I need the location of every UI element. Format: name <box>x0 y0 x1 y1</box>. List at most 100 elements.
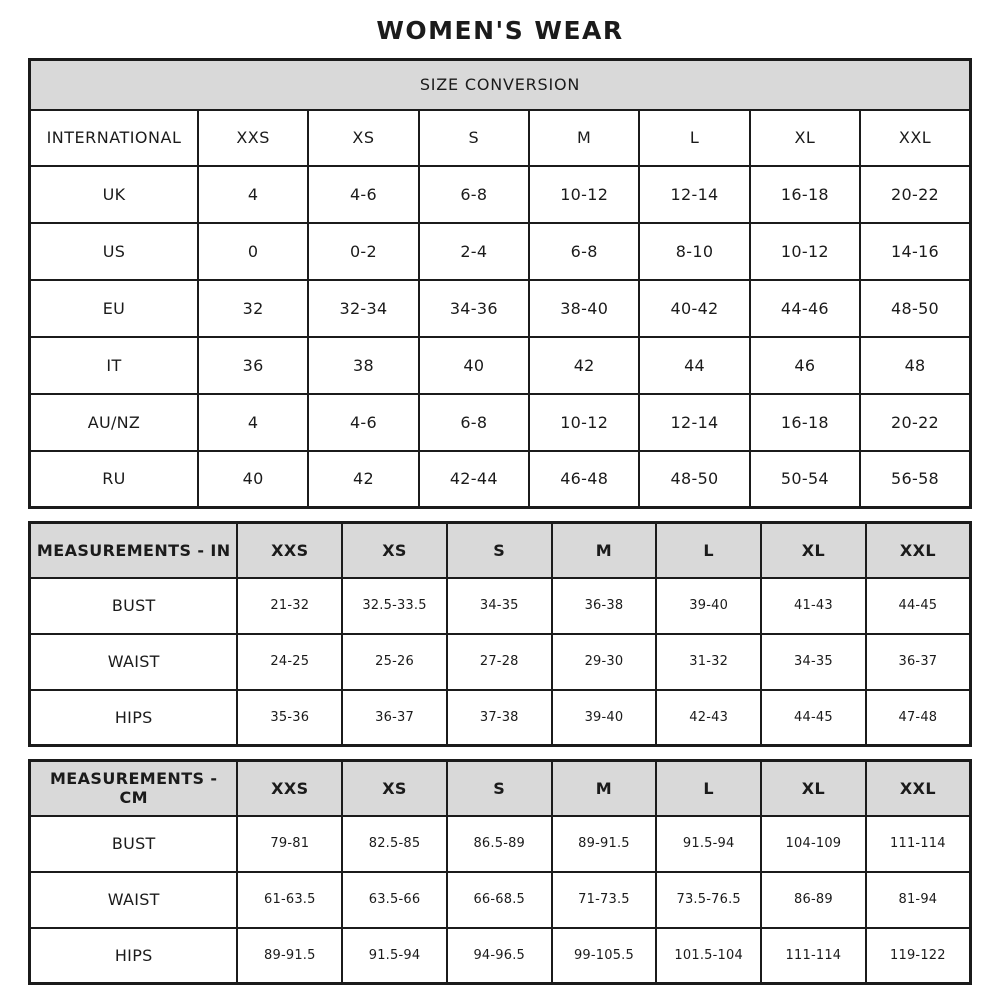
size-header-cell: S <box>445 759 553 817</box>
size-conversion-header-cell: XXL <box>859 108 972 167</box>
measurement-value-cell: 99-105.5 <box>550 926 658 985</box>
size-value-cell: 40 <box>196 449 310 509</box>
size-conversion-row: AU/NZ 4 4-6 6-8 10-12 12-14 16-18 20-22 <box>28 392 972 452</box>
size-value-cell: 10-12 <box>528 164 641 224</box>
size-value-cell: 42 <box>528 335 641 395</box>
measurement-label: WAIST <box>28 870 239 929</box>
measurement-value-cell: 86.5-89 <box>445 814 553 873</box>
measurement-value-cell: 66-68.5 <box>445 870 553 929</box>
measurement-value-cell: 34-35 <box>760 632 867 691</box>
size-conversion-header-cell: INTERNATIONAL <box>28 108 199 167</box>
measurement-value-cell: 25-26 <box>341 632 448 691</box>
measurement-value-cell: 39-40 <box>550 688 658 747</box>
size-value-cell: 12-14 <box>638 164 751 224</box>
measurement-value-cell: 41-43 <box>760 576 867 635</box>
size-conversion-header-cell: M <box>528 108 641 167</box>
size-value-cell: 48-50 <box>859 278 972 338</box>
measurement-value-cell: 89-91.5 <box>550 814 658 873</box>
size-value-cell: 8-10 <box>638 221 751 281</box>
measurement-value-cell: 79-81 <box>236 814 344 873</box>
size-value-cell: 40-42 <box>638 278 751 338</box>
size-header-cell: L <box>655 759 763 817</box>
measurement-value-cell: 91.5-94 <box>341 926 448 985</box>
size-value-cell: 42-44 <box>417 449 531 509</box>
size-value-cell: 48 <box>859 335 972 395</box>
region-label: US <box>28 221 199 281</box>
size-conversion-row: US 0 0-2 2-4 6-8 8-10 10-12 14-16 <box>28 221 972 281</box>
measurement-value-cell: 63.5-66 <box>341 870 448 929</box>
measurement-value-cell: 34-35 <box>445 576 553 635</box>
size-header-cell: M <box>550 521 658 579</box>
region-label: IT <box>28 335 199 395</box>
size-value-cell: 14-16 <box>859 221 972 281</box>
size-conversion-header-cell: L <box>638 108 751 167</box>
size-value-cell: 12-14 <box>638 392 751 452</box>
size-value-cell: 50-54 <box>748 449 862 509</box>
size-conversion-row: RU 40 42 42-44 46-48 48-50 50-54 56-58 <box>28 449 972 509</box>
size-value-cell: 6-8 <box>417 164 531 224</box>
size-value-cell: 4-6 <box>307 164 420 224</box>
measurement-value-cell: 36-38 <box>550 576 658 635</box>
size-value-cell: 16-18 <box>748 164 862 224</box>
size-conversion-header-cell: XS <box>307 108 420 167</box>
page-title: WOMEN'S WEAR <box>376 16 624 45</box>
measurement-cm-row: WAIST 61-63.5 63.5-66 66-68.5 71-73.5 73.5-76… <box>28 870 972 929</box>
size-value-cell: 0 <box>196 221 310 281</box>
size-header-cell: XL <box>760 759 867 817</box>
measurement-value-cell: 86-89 <box>760 870 867 929</box>
size-value-cell: 6-8 <box>417 392 531 452</box>
region-label: AU/NZ <box>28 392 199 452</box>
measurement-in-row: WAIST 24-25 25-26 27-28 29-30 31-32 34-35 36-37 <box>28 632 972 691</box>
size-value-cell: 46-48 <box>528 449 641 509</box>
size-header-cell: XL <box>760 521 867 579</box>
size-header-cell: S <box>445 521 553 579</box>
size-conversion-header-cell: XXS <box>196 108 310 167</box>
size-value-cell: 32 <box>196 278 310 338</box>
measurement-value-cell: 31-32 <box>655 632 763 691</box>
measurement-in-row: HIPS 35-36 36-37 37-38 39-40 42-43 44-45 47-48 <box>28 688 972 747</box>
size-conversion-row: EU 32 32-34 34-36 38-40 40-42 44-46 48-50 <box>28 278 972 338</box>
size-value-cell: 48-50 <box>638 449 751 509</box>
measurement-value-cell: 39-40 <box>655 576 763 635</box>
size-conversion-header-cell: S <box>417 108 531 167</box>
size-value-cell: 4 <box>196 164 310 224</box>
measurement-value-cell: 35-36 <box>236 688 344 747</box>
measurement-value-cell: 101.5-104 <box>655 926 763 985</box>
measurement-value-cell: 36-37 <box>341 688 448 747</box>
measurement-value-cell: 89-91.5 <box>236 926 344 985</box>
measurements-cm-table: MEASUREMENTS - CM XXS XS S M L XL XXL BUST 79-8… <box>28 759 972 985</box>
size-value-cell: 10-12 <box>528 392 641 452</box>
measurement-value-cell: 29-30 <box>550 632 658 691</box>
measurement-label: HIPS <box>28 688 239 747</box>
measurements-in-title: MEASUREMENTS - IN <box>28 521 239 579</box>
size-header-cell: XXS <box>236 521 344 579</box>
size-value-cell: 44 <box>638 335 751 395</box>
size-conversion-header-row: INTERNATIONAL XXS XS S M L XL XXL <box>28 108 972 167</box>
measurement-cm-row: HIPS 89-91.5 91.5-94 94-96.5 99-105.5 101.5-1… <box>28 926 972 985</box>
measurements-cm-header-row: MEASUREMENTS - CM XXS XS S M L XL XXL <box>28 759 972 817</box>
size-header-cell: XXL <box>864 521 972 579</box>
measurement-value-cell: 44-45 <box>760 688 867 747</box>
size-conversion-table: SIZE CONVERSION INTERNATIONAL XXS XS S M L XL X… <box>28 58 972 509</box>
measurement-label: WAIST <box>28 632 239 691</box>
measurement-value-cell: 61-63.5 <box>236 870 344 929</box>
size-header-cell: L <box>655 521 763 579</box>
size-value-cell: 16-18 <box>748 392 862 452</box>
size-value-cell: 42 <box>307 449 420 509</box>
measurement-value-cell: 73.5-76.5 <box>655 870 763 929</box>
measurement-value-cell: 27-28 <box>445 632 553 691</box>
size-value-cell: 34-36 <box>417 278 531 338</box>
size-value-cell: 4 <box>196 392 310 452</box>
size-header-cell: XXS <box>236 759 344 817</box>
size-header-cell: M <box>550 759 658 817</box>
size-value-cell: 4-6 <box>307 392 420 452</box>
size-conversion-row: UK 4 4-6 6-8 10-12 12-14 16-18 20-22 <box>28 164 972 224</box>
measurement-value-cell: 111-114 <box>760 926 867 985</box>
measurement-value-cell: 82.5-85 <box>341 814 448 873</box>
size-value-cell: 38 <box>307 335 420 395</box>
measurement-value-cell: 94-96.5 <box>445 926 553 985</box>
size-conversion-header-cell: XL <box>748 108 862 167</box>
measurement-cm-row: BUST 79-81 82.5-85 86.5-89 89-91.5 91.5-94 104… <box>28 814 972 873</box>
size-value-cell: 6-8 <box>528 221 641 281</box>
